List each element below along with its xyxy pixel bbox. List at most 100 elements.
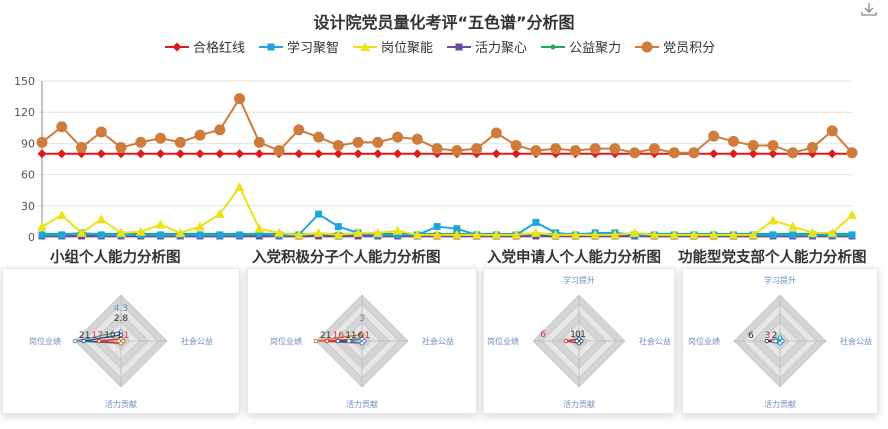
radar-point[interactable]: [346, 338, 352, 344]
data-point[interactable]: [530, 145, 542, 157]
data-point[interactable]: [807, 227, 818, 237]
data-point[interactable]: [768, 149, 778, 159]
legend-marker[interactable]: [172, 42, 182, 51]
data-point[interactable]: [590, 229, 601, 239]
data-point[interactable]: [195, 221, 206, 231]
data-point[interactable]: [96, 214, 107, 224]
data-point[interactable]: [827, 227, 838, 237]
data-point[interactable]: [76, 142, 88, 154]
data-point[interactable]: [333, 149, 343, 159]
data-point[interactable]: [315, 210, 323, 218]
data-point[interactable]: [708, 130, 720, 142]
data-point[interactable]: [827, 149, 837, 159]
data-point[interactable]: [353, 149, 363, 159]
data-point[interactable]: [688, 147, 700, 159]
radar-point[interactable]: [777, 335, 783, 341]
data-point[interactable]: [156, 149, 166, 159]
data-point[interactable]: [589, 143, 601, 155]
radar-point[interactable]: [777, 340, 783, 346]
data-point[interactable]: [433, 223, 441, 231]
data-point[interactable]: [57, 149, 67, 159]
radar-point[interactable]: [359, 340, 365, 346]
data-point[interactable]: [648, 143, 660, 155]
data-point[interactable]: [510, 139, 522, 151]
data-point[interactable]: [314, 149, 324, 159]
data-point[interactable]: [97, 231, 105, 239]
data-point[interactable]: [787, 221, 798, 231]
data-point[interactable]: [372, 227, 383, 237]
data-point[interactable]: [847, 210, 857, 220]
data-point[interactable]: [392, 131, 404, 143]
data-point[interactable]: [490, 127, 502, 139]
radar-point[interactable]: [574, 338, 580, 344]
radar-point[interactable]: [335, 338, 341, 344]
data-point[interactable]: [294, 149, 304, 159]
legend-marker[interactable]: [455, 43, 463, 50]
data-point[interactable]: [37, 149, 47, 159]
data-point[interactable]: [234, 182, 245, 192]
data-point[interactable]: [491, 149, 501, 159]
data-point[interactable]: [767, 139, 779, 151]
data-point[interactable]: [38, 231, 46, 239]
legend-item[interactable]: 岗位聚能: [353, 37, 433, 56]
data-point[interactable]: [353, 227, 364, 237]
data-point[interactable]: [471, 229, 482, 239]
data-point[interactable]: [155, 219, 166, 229]
data-point[interactable]: [668, 147, 680, 159]
legend-item[interactable]: 党员积分: [635, 37, 715, 56]
data-point[interactable]: [412, 149, 422, 159]
data-point[interactable]: [56, 210, 67, 220]
data-point[interactable]: [569, 145, 581, 157]
data-point[interactable]: [748, 229, 759, 239]
data-point[interactable]: [116, 227, 127, 237]
data-point[interactable]: [451, 145, 463, 157]
data-point[interactable]: [649, 229, 660, 239]
data-point[interactable]: [254, 223, 265, 233]
data-point[interactable]: [135, 226, 146, 236]
data-point[interactable]: [254, 149, 264, 159]
data-point[interactable]: [332, 139, 344, 151]
data-point[interactable]: [530, 227, 541, 237]
data-point[interactable]: [491, 229, 502, 239]
radar-point[interactable]: [81, 338, 87, 344]
data-point[interactable]: [826, 125, 838, 137]
data-point[interactable]: [195, 149, 205, 159]
data-point[interactable]: [253, 136, 265, 148]
legend-item[interactable]: 活力聚心: [447, 37, 527, 56]
data-point[interactable]: [748, 149, 758, 159]
legend-item[interactable]: 公益聚力: [541, 37, 621, 56]
data-point[interactable]: [550, 143, 562, 155]
data-point[interactable]: [550, 229, 561, 239]
data-point[interactable]: [255, 230, 263, 238]
legend-marker[interactable]: [267, 43, 275, 50]
data-point[interactable]: [411, 133, 423, 145]
data-point[interactable]: [216, 231, 224, 239]
data-point[interactable]: [115, 142, 127, 154]
data-point[interactable]: [313, 131, 325, 143]
data-point[interactable]: [727, 135, 739, 147]
data-point[interactable]: [609, 143, 621, 155]
data-point[interactable]: [334, 223, 342, 231]
legend-item[interactable]: 学习聚智: [259, 37, 339, 56]
data-point[interactable]: [175, 227, 186, 237]
radar-point[interactable]: [773, 338, 778, 344]
data-point[interactable]: [728, 229, 739, 239]
download-icon[interactable]: [860, 2, 878, 16]
data-point[interactable]: [96, 149, 106, 159]
data-point[interactable]: [95, 126, 107, 138]
data-point[interactable]: [708, 229, 719, 239]
data-point[interactable]: [174, 136, 186, 148]
data-point[interactable]: [629, 147, 641, 159]
radar-point[interactable]: [359, 332, 365, 337]
data-point[interactable]: [471, 143, 483, 155]
data-point[interactable]: [372, 136, 384, 148]
radar-point[interactable]: [563, 338, 569, 344]
data-point[interactable]: [293, 124, 305, 136]
data-point[interactable]: [453, 225, 461, 233]
radar-point[interactable]: [324, 338, 330, 344]
data-point[interactable]: [136, 149, 146, 159]
data-point[interactable]: [431, 143, 443, 155]
radar-point[interactable]: [96, 338, 102, 344]
data-point[interactable]: [313, 227, 324, 237]
data-point[interactable]: [669, 229, 680, 239]
